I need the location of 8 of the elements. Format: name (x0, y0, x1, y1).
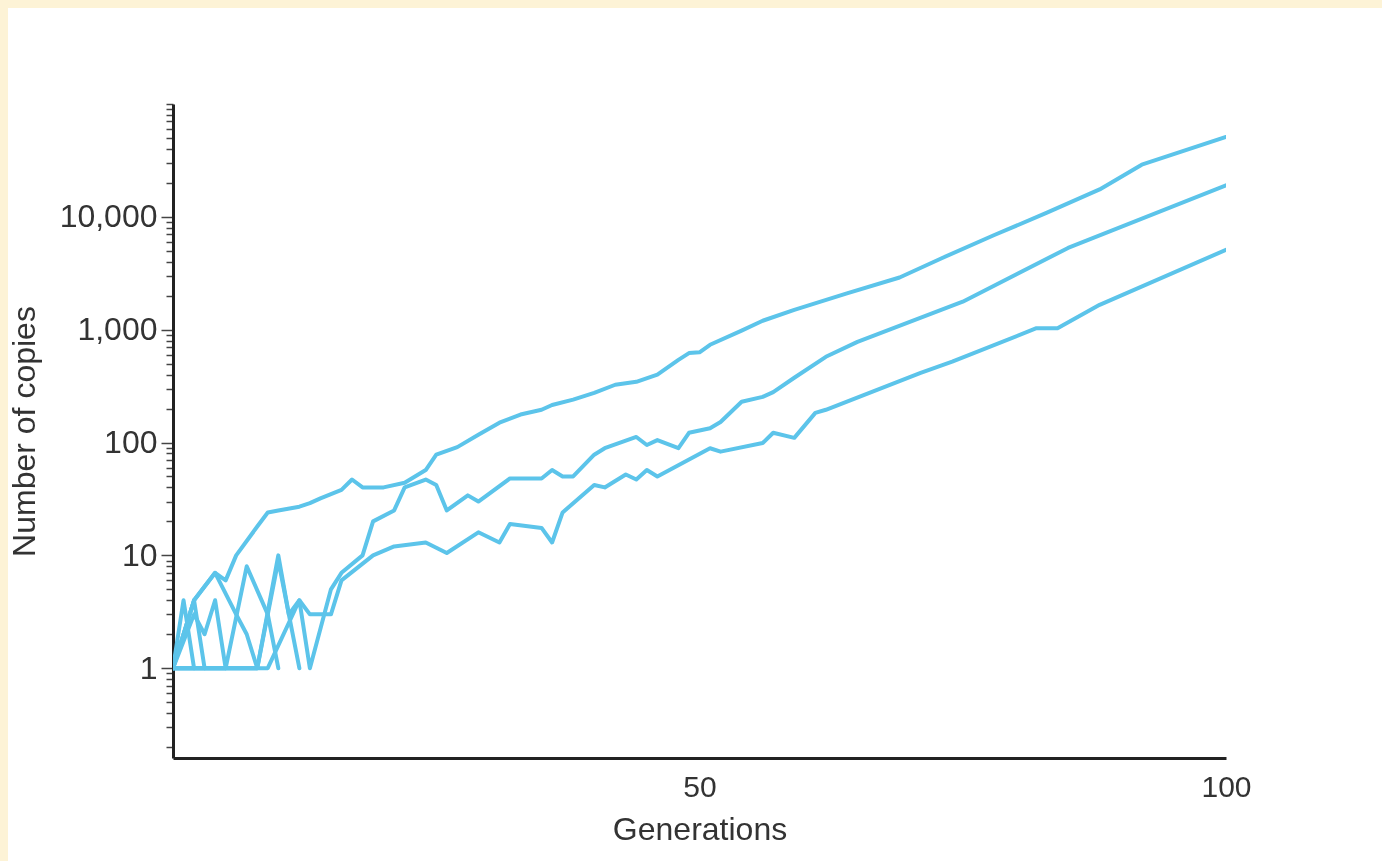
y-tick-label: 1,000 (77, 311, 158, 348)
y-tick-label: 100 (104, 424, 158, 461)
x-tick-label: 50 (683, 769, 717, 803)
y-tick-label: 1 (139, 649, 158, 686)
y-tick-label: 10,000 (59, 198, 158, 235)
y-tick-label: 10 (121, 536, 158, 573)
x-axis-title: Generations (612, 810, 788, 847)
y-axis-title: Number of copies (5, 306, 42, 557)
